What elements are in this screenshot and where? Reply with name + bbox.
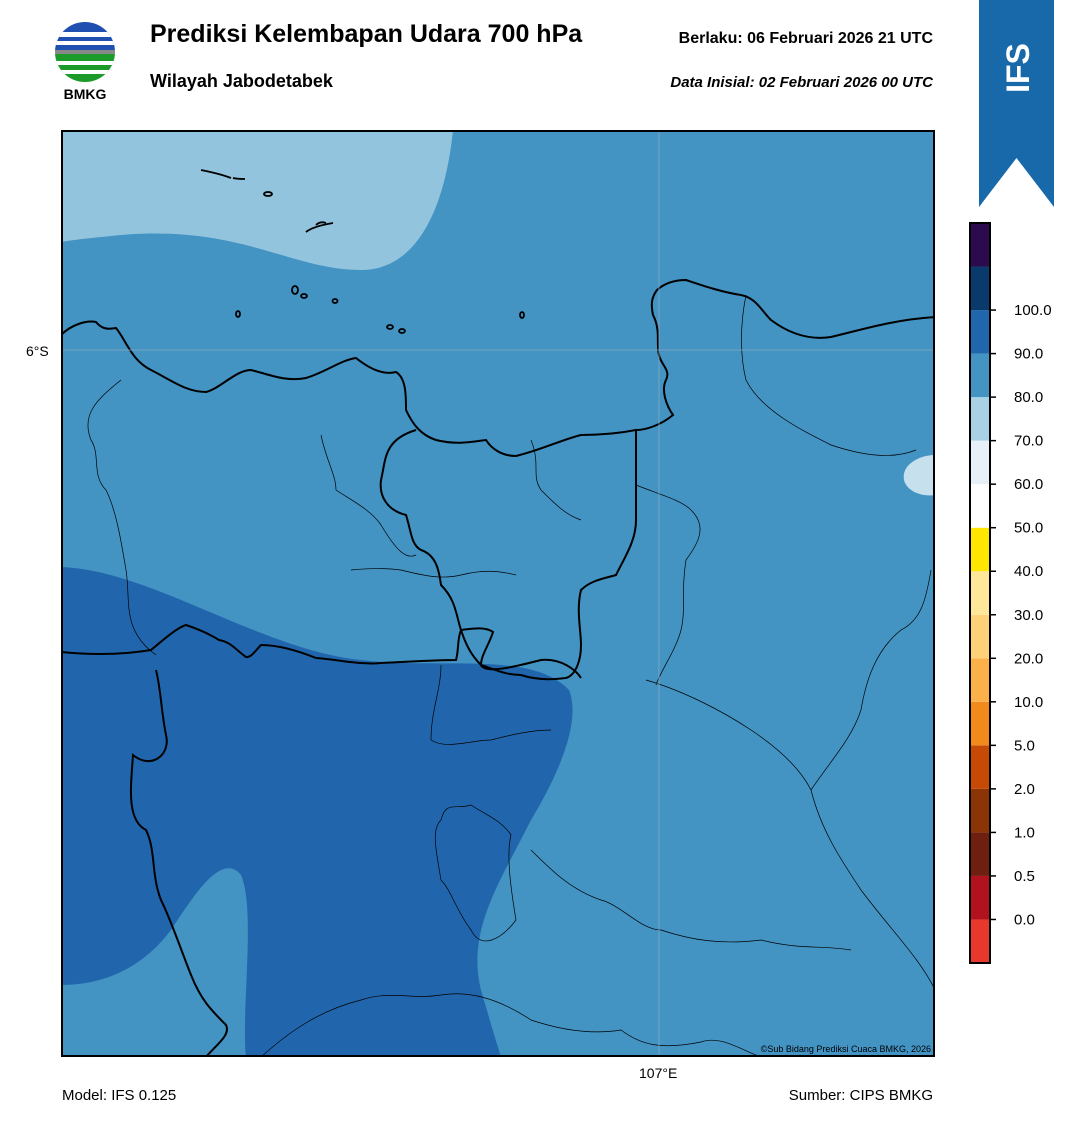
colorbar-tick-label: 1.0 [1014,824,1035,841]
colorbar-swatch [970,571,990,615]
colorbar-tick-label: 50.0 [1014,520,1043,537]
colorbar-tick-label: 0.5 [1014,868,1035,885]
colorbar-tick-label: 90.0 [1014,346,1043,363]
humidity-map: ©Sub Bidang Prediksi Cuaca BMKG, 2026 [61,130,935,1057]
colorbar-tick-label: 100.0 [1014,302,1052,319]
coastline [61,278,935,458]
map-copyright: ©Sub Bidang Prediksi Cuaca BMKG, 2026 [761,1044,931,1054]
colorbar-frame [969,222,991,964]
model-info: Model: IFS 0.125 [62,1087,177,1104]
colorbar-swatch [970,440,990,485]
colorbar-swatch [970,484,990,528]
model-badge-text: IFS [1000,43,1036,93]
colorbar-swatch [970,919,990,963]
district-lines [87,294,935,1057]
colorbar-tick-label: 30.0 [1014,607,1043,624]
model-ribbon: IFS [979,0,1054,207]
humidity-80-90-zone [61,567,573,1057]
logo-text: BMKG [64,86,107,102]
colorbar-swatch [970,310,990,354]
humidity-70-80-zone [61,130,935,1057]
colorbar-tick-label: 5.0 [1014,737,1035,754]
humidity-pale-spot [903,455,935,496]
humidity-60-70-zone [61,130,453,270]
page-title: Prediksi Kelembapan Udara 700 hPa [150,20,583,48]
colorbar-swatch [970,397,990,441]
colorbar-tick-label: 70.0 [1014,433,1043,450]
colorbar-tick-label: 80.0 [1014,389,1043,406]
longitude-label: 107°E [639,1065,678,1081]
colorbar-swatch [970,745,990,789]
colorbar-tick-label: 2.0 [1014,781,1035,798]
colorbar-swatch [970,701,990,746]
colorbar-swatch [970,788,990,833]
valid-time: Berlaku: 06 Februari 2026 21 UTC [678,30,933,47]
province-border-west [129,669,228,1057]
colorbar-swatch [970,266,990,311]
colorbar-swatch [970,614,990,659]
colorbar-swatch [970,527,990,572]
colorbar-swatch [970,353,990,398]
province-border-south [61,623,582,679]
colorbar-swatch [970,223,990,267]
latitude-label: 6°S [26,343,49,359]
colorbar-tick-label: 20.0 [1014,650,1043,667]
colorbar-tick-label: 60.0 [1014,476,1043,493]
colorbar-swatch [970,658,990,702]
colorbar-tick-label: 10.0 [1014,694,1043,711]
colorbar-swatch [970,875,990,920]
colorbar-tick-label: 0.0 [1014,911,1035,928]
region-subtitle: Wilayah Jabodetabek [150,71,333,91]
source-info: Sumber: CIPS BMKG [788,1087,933,1104]
colorbar: 0.0 0.5 1.0 2.0 5.0 10.0 20.0 30.0 40.0 50.0 60.0 7… [969,222,1052,964]
colorbar-tick-label: 40.0 [1014,563,1043,580]
colorbar-swatch [970,832,990,876]
init-time: Data Inisial: 02 Februari 2026 00 UTC [670,74,933,91]
bmkg-logo: BMKG [55,22,115,102]
